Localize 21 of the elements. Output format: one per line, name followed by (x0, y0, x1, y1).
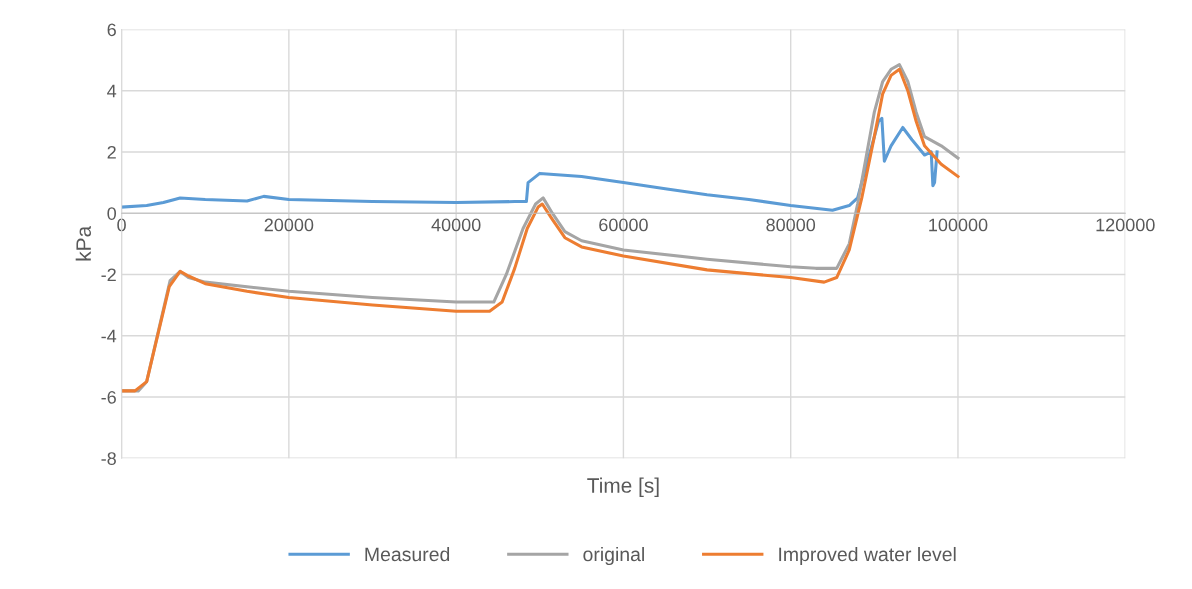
y-tick-label: 4 (107, 84, 117, 98)
line-series (121, 116, 939, 212)
y-tick-label: -4 (101, 329, 117, 343)
y-tick-label: -6 (101, 390, 116, 404)
y-tick-label: -2 (101, 268, 116, 282)
x-tick-label: 80000 (766, 218, 816, 232)
legend-label: Measured (365, 546, 450, 562)
y-tick-label: 0 (107, 207, 117, 220)
y-tick-label: 6 (107, 23, 116, 37)
y-axis-title: kPa (75, 225, 91, 261)
x-tick-label: 0 (117, 218, 126, 232)
legend-label: Improved water level (779, 546, 956, 566)
legend-label: original (583, 546, 644, 566)
y-tick-label: -8 (101, 452, 116, 465)
y-tick-label: 2 (107, 145, 116, 159)
x-tick-label: 40000 (431, 218, 481, 232)
x-axis-title: Time [s] (587, 477, 659, 497)
x-tick-label: 20000 (264, 218, 314, 232)
x-tick-label: 60000 (599, 218, 648, 232)
x-tick-label: 100000 (929, 218, 988, 232)
x-tick-label: 120000 (1096, 218, 1155, 232)
